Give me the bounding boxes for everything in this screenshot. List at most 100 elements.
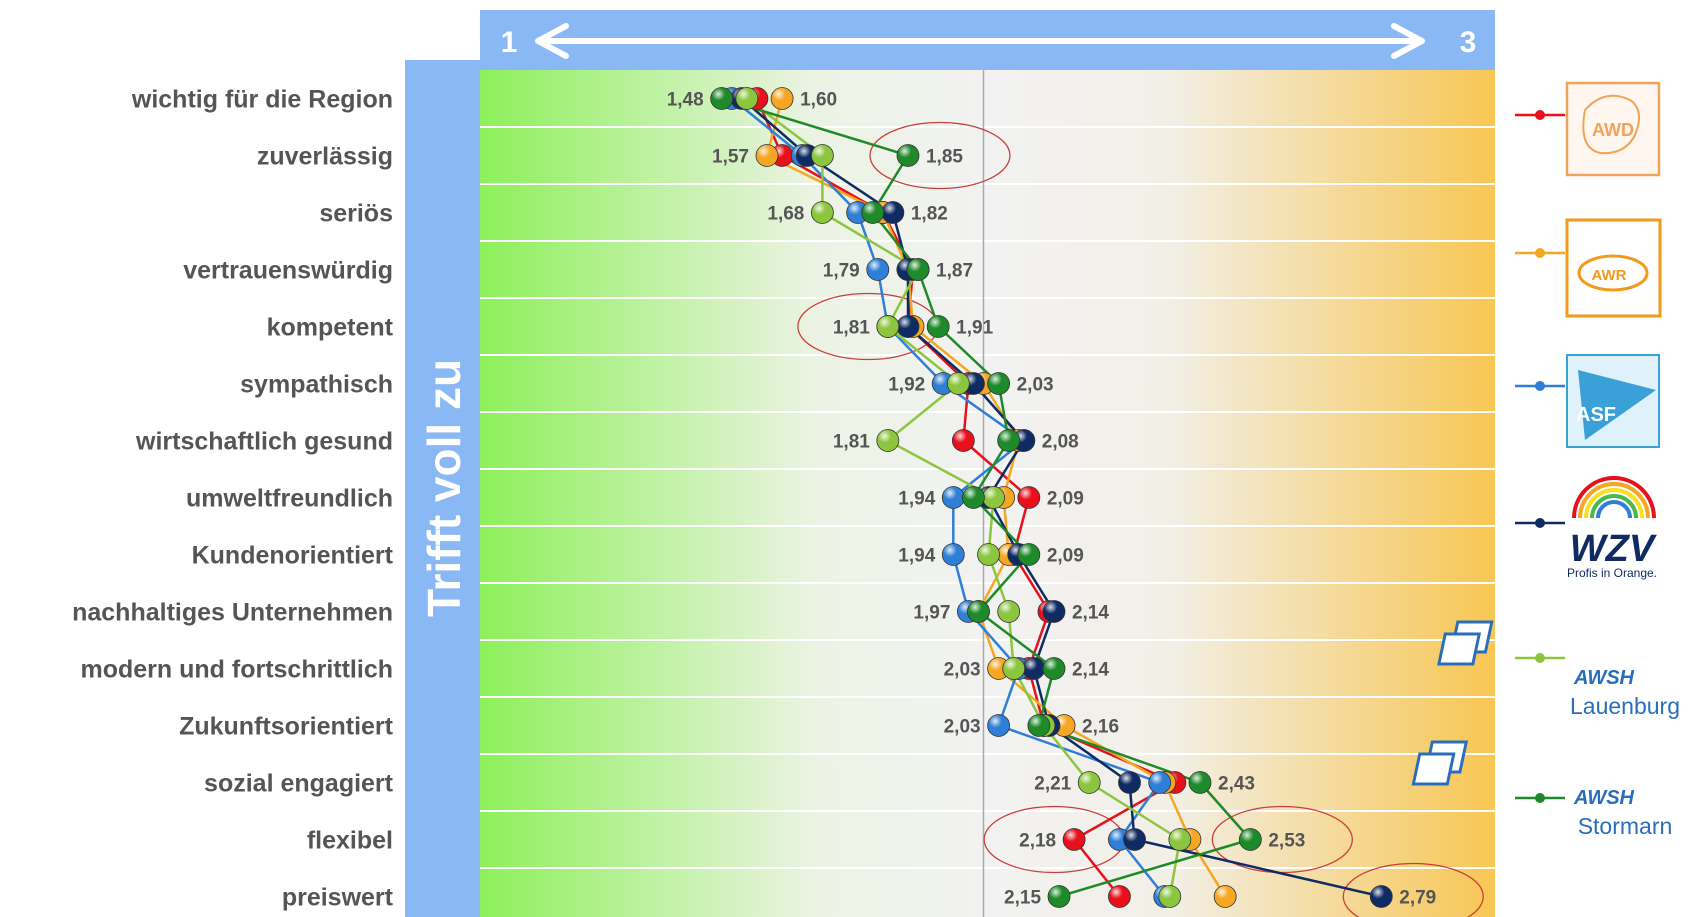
min-value-label: 1,48 <box>667 90 704 111</box>
max-value-label: 2,14 <box>1072 660 1109 681</box>
side-title: Trifft voll zu <box>418 359 470 617</box>
awsh-stormarn-logo: AWSH <box>1411 740 1635 809</box>
data-point <box>1047 885 1071 908</box>
max-value-label: 1,91 <box>956 318 993 339</box>
wzv-logo-text: WZV <box>1570 528 1657 570</box>
data-point <box>1042 600 1066 623</box>
legend-item-wzv: WZV Profis in Orange. <box>1515 476 1657 580</box>
data-point <box>861 201 885 224</box>
category-label: Zukunftsorientiert <box>179 713 394 741</box>
data-point <box>810 144 834 167</box>
min-value-label: 1,68 <box>767 204 804 225</box>
min-value-label: 2,03 <box>944 717 981 738</box>
category-label: zuverlässig <box>257 143 393 171</box>
legend-caption-lauenburg: Lauenburg <box>1570 693 1680 719</box>
category-label: wirtschaftlich gesund <box>135 428 393 456</box>
data-point <box>1027 714 1051 737</box>
max-value-label: 2,03 <box>1017 375 1054 396</box>
data-point <box>1108 885 1131 908</box>
legend-item-awd: AWD <box>1515 81 1661 177</box>
category-label: nachhaltiges Unternehmen <box>72 599 393 627</box>
data-point <box>967 600 990 623</box>
min-value-label: 1,79 <box>823 261 860 282</box>
data-point <box>881 201 905 224</box>
legend: AWD AWR ASF W <box>1411 81 1680 839</box>
awsh-lauenburg-logo: AWSH <box>1437 620 1635 689</box>
data-point <box>946 372 970 395</box>
category-label: preiswert <box>282 884 394 912</box>
value-labels: 1,48 1,60 1,57 1,85 1,68 1,82 1,79 1,87 1,81 1,91… <box>667 90 1437 909</box>
data-point <box>710 87 734 110</box>
scale-arrow <box>535 23 1425 59</box>
side-title-panel <box>405 60 480 917</box>
min-value-label: 1,81 <box>833 318 870 339</box>
min-value-label: 1,94 <box>898 546 935 567</box>
max-value-label: 2,16 <box>1082 717 1119 738</box>
category-label: seriös <box>319 200 393 228</box>
data-point <box>1188 771 1212 794</box>
category-label: flexibel <box>307 827 393 855</box>
max-value-label: 2,79 <box>1399 888 1436 909</box>
legend-caption-stormarn: Stormarn <box>1578 813 1673 839</box>
data-point <box>896 315 920 338</box>
min-value-label: 1,97 <box>913 603 950 624</box>
data-point <box>1148 771 1172 794</box>
min-value-label: 1,57 <box>712 147 749 168</box>
data-point <box>896 144 920 167</box>
data-point <box>1118 771 1141 794</box>
data-point <box>1002 657 1026 680</box>
category-label: vertrauenswürdig <box>183 257 393 285</box>
data-point <box>1123 828 1146 851</box>
legend-item-awsh-lauenburg: AWSH Lauenburg <box>1437 620 1680 719</box>
max-value-label: 1,87 <box>936 261 973 282</box>
category-label: modern und fortschrittlich <box>81 656 394 684</box>
row-gridlines <box>480 126 1495 869</box>
max-value-label: 1,60 <box>800 90 837 111</box>
data-point <box>1238 828 1262 851</box>
awr-logo-text: AWR <box>1592 267 1627 284</box>
data-point <box>1213 885 1237 908</box>
data-point <box>866 258 890 281</box>
data-point <box>755 144 779 167</box>
max-value-label: 2,09 <box>1047 546 1084 567</box>
min-value-label: 1,81 <box>833 432 870 453</box>
data-point <box>876 429 900 452</box>
series-points <box>710 87 1393 908</box>
data-point <box>1017 543 1041 566</box>
scale-min-label: 1 <box>501 26 518 59</box>
data-point <box>1168 828 1192 851</box>
scale-max-label: 3 <box>1460 26 1477 59</box>
min-value-label: 1,94 <box>898 489 935 510</box>
category-label: umweltfreundlich <box>186 485 393 513</box>
data-point <box>876 315 900 338</box>
category-label: wichtig für die Region <box>131 86 393 114</box>
data-point <box>951 429 975 452</box>
data-point <box>997 429 1021 452</box>
min-value-label: 2,03 <box>944 660 981 681</box>
highlight-ellipse <box>1342 862 1484 917</box>
awd-logo <box>1565 81 1661 177</box>
data-point <box>810 201 834 224</box>
wzv-tagline: Profis in Orange. <box>1567 566 1657 580</box>
category-label: kompetent <box>267 314 394 342</box>
data-point <box>926 315 950 338</box>
max-value-label: 2,08 <box>1042 432 1079 453</box>
data-point <box>735 87 759 110</box>
data-point <box>1077 771 1101 794</box>
category-labels: wichtig für die Region zuverlässig seriös v… <box>72 86 394 912</box>
category-label: Kundenorientiert <box>192 542 394 570</box>
data-point <box>941 486 965 509</box>
awd-logo-text: AWD <box>1592 120 1634 140</box>
max-value-label: 2,09 <box>1047 489 1084 510</box>
max-value-label: 2,43 <box>1218 774 1255 795</box>
legend-item-awr: AWR <box>1515 218 1662 318</box>
data-point <box>941 543 965 566</box>
data-point <box>1022 657 1046 680</box>
min-value-label: 2,15 <box>1004 888 1041 909</box>
max-value-label: 1,85 <box>926 147 963 168</box>
max-value-label: 1,82 <box>911 204 948 225</box>
min-value-label: 1,92 <box>888 375 925 396</box>
data-point <box>1042 657 1066 680</box>
category-label: sympathisch <box>240 371 393 399</box>
